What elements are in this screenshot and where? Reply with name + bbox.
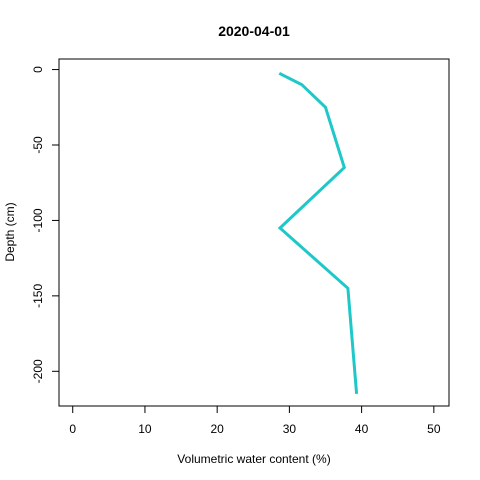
y-tick-label: -150 xyxy=(31,284,45,308)
chart-title: 2020-04-01 xyxy=(218,23,290,39)
series-layer xyxy=(277,71,359,395)
y-tick-label: -100 xyxy=(31,208,45,232)
x-tick-label: 50 xyxy=(427,422,441,436)
x-axis: 0 10 20 30 40 50 xyxy=(69,405,441,436)
x-tick-label: 40 xyxy=(355,422,369,436)
y-tick-label: -50 xyxy=(31,136,45,154)
y-axis: 0 -50 -100 -150 -200 xyxy=(31,66,60,383)
y-tick-label: -200 xyxy=(31,359,45,383)
series-line-1 xyxy=(277,71,359,395)
x-axis-label: Volumetric water content (%) xyxy=(177,452,330,466)
x-tick-label: 0 xyxy=(69,422,76,436)
x-tick-label: 10 xyxy=(138,422,152,436)
x-tick-label: 30 xyxy=(283,422,297,436)
y-axis-label: Depth (cm) xyxy=(3,202,17,261)
x-tick-label: 20 xyxy=(210,422,224,436)
y-tick-label: 0 xyxy=(31,66,45,73)
